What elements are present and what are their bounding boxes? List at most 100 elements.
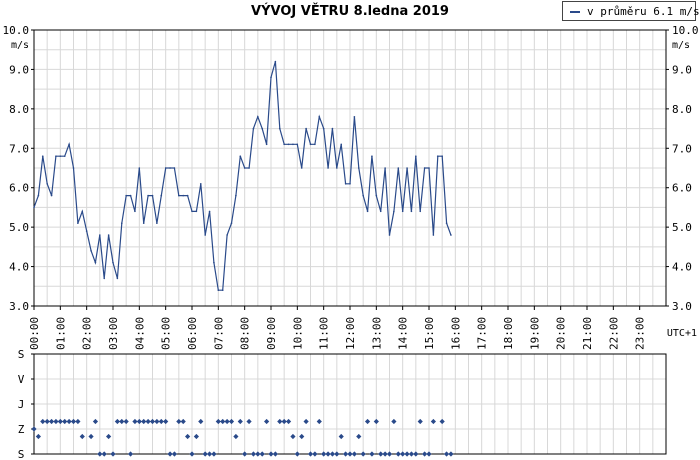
- wind-speed-point: [419, 210, 422, 213]
- direction-point: [167, 451, 173, 457]
- direction-point: [101, 451, 107, 457]
- direction-point: [321, 451, 327, 457]
- wind-speed-point: [331, 127, 334, 130]
- direction-point: [193, 433, 199, 440]
- direction-point: [303, 418, 309, 425]
- direction-point: [44, 418, 50, 425]
- direction-point: [417, 418, 423, 425]
- direction-point: [299, 433, 305, 440]
- x-tick-label: 09:00: [265, 317, 278, 350]
- wind-speed-point: [221, 289, 224, 292]
- wind-speed-point: [287, 143, 290, 146]
- x-tick-label: 22:00: [607, 317, 620, 350]
- direction-point: [106, 433, 112, 440]
- wind-speed-point: [90, 250, 92, 252]
- wind-speed-point: [349, 182, 351, 185]
- wind-speed-point: [169, 167, 171, 169]
- x-tick-label: 10:00: [291, 317, 304, 350]
- chart-legend: v průměru 6.1 m/s: [562, 1, 700, 21]
- wind-speed-point: [68, 143, 70, 146]
- direction-point: [48, 418, 55, 425]
- x-tick-label: 01:00: [54, 317, 67, 350]
- y-tick-label: 8.0: [9, 103, 29, 116]
- wind-speed-point: [199, 182, 202, 185]
- direction-point: [307, 451, 314, 457]
- x-tick-label: 11:00: [318, 317, 331, 350]
- direction-point: [246, 418, 252, 425]
- wind-speed-point: [50, 194, 53, 197]
- wind-speed-point: [129, 194, 132, 197]
- direction-point: [220, 418, 226, 425]
- wind-speed-point: [257, 115, 259, 118]
- direction-label: Z: [18, 423, 25, 436]
- x-tick-label: 13:00: [370, 317, 383, 350]
- wind-speed-point: [173, 167, 176, 169]
- wind-speed-point: [235, 194, 237, 197]
- direction-point: [395, 451, 401, 457]
- wind-speed-point: [41, 155, 44, 157]
- direction-label: V: [18, 373, 25, 386]
- y-tick-label-right: 9.0: [672, 63, 692, 76]
- direction-point: [356, 433, 362, 440]
- y-tick-label: 10.0: [3, 24, 30, 37]
- wind-speed-point: [305, 127, 307, 130]
- y-tick-label: 5.0: [9, 221, 29, 234]
- wind-speed-point: [120, 222, 123, 224]
- wind-speed-point: [160, 194, 163, 197]
- y-tick-label: 7.0: [9, 142, 29, 155]
- direction-point: [343, 451, 349, 457]
- direction-point: [391, 418, 397, 425]
- y-tick-label-right: 7.0: [672, 142, 692, 155]
- direction-point: [413, 451, 419, 457]
- y-unit-label-right: m/s: [672, 40, 690, 51]
- direction-point: [53, 418, 59, 425]
- direction-point: [369, 451, 375, 457]
- wind-speed-point: [344, 182, 347, 185]
- wind-speed-point: [182, 194, 185, 197]
- wind-speed-point: [265, 143, 268, 146]
- wind-speed-point: [138, 167, 141, 169]
- wind-speed-point: [292, 143, 294, 146]
- wind-speed-point: [340, 143, 343, 146]
- legend-swatch: [570, 11, 580, 13]
- x-tick-label: 04:00: [133, 317, 146, 350]
- direction-point: [57, 418, 63, 425]
- wind-speed-point: [248, 167, 250, 169]
- direction-label: S: [18, 348, 25, 361]
- wind-speed-point: [318, 115, 321, 118]
- direction-point: [325, 451, 331, 457]
- direction-point: [75, 418, 81, 425]
- wind-speed-point: [388, 234, 391, 236]
- direction-point: [237, 418, 243, 425]
- wind-speed-point: [112, 261, 114, 264]
- direction-point: [158, 418, 164, 425]
- y-tick-label: 4.0: [9, 261, 29, 274]
- wind-speed-point: [147, 194, 149, 197]
- direction-point: [285, 418, 292, 425]
- wind-speed-point: [296, 143, 299, 146]
- direction-point: [382, 451, 388, 457]
- direction-point: [334, 451, 340, 457]
- x-tick-label: 17:00: [476, 317, 489, 350]
- direction-point: [206, 451, 213, 457]
- wind-speed-point: [72, 167, 75, 169]
- wind-speed-point: [393, 210, 395, 213]
- wind-speed-point: [274, 60, 277, 63]
- direction-point: [312, 451, 318, 457]
- direction-point: [123, 418, 129, 425]
- wind-speed-point: [397, 167, 400, 169]
- direction-point: [268, 451, 274, 457]
- wind-speed-point: [423, 167, 426, 169]
- y-tick-label-right: 4.0: [672, 261, 692, 274]
- x-tick-label: 16:00: [449, 317, 462, 350]
- direction-point: [351, 451, 357, 457]
- wind-speed-point: [445, 222, 448, 224]
- direction-point: [373, 418, 379, 425]
- direction-point: [40, 418, 46, 425]
- direction-point: [378, 451, 384, 457]
- direction-point: [329, 451, 336, 457]
- wind-speed-point: [213, 261, 215, 264]
- wind-speed-point: [33, 206, 35, 209]
- y-tick-label-right: 8.0: [672, 103, 692, 116]
